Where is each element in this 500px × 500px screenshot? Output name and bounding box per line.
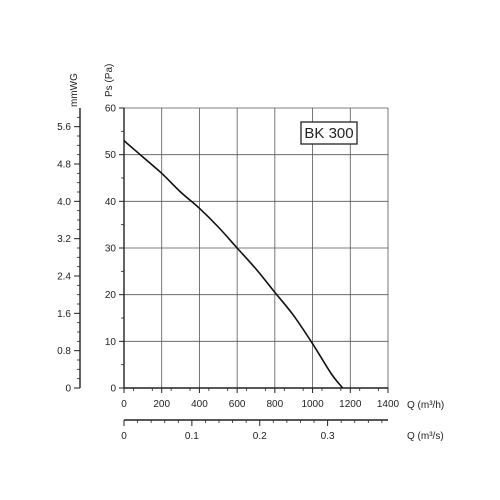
y-axis-title-mmwg: mmWG [69,73,80,107]
x-axis-title-m3h: Q (m³/h) [407,400,444,411]
series [123,140,344,389]
y-tick-label-mmwg: 0.8 [57,346,71,357]
y-tick-label-mmwg: 5.6 [57,122,71,133]
y-tick-label-ps: 30 [105,244,117,255]
x-tick-label-m3h: 1400 [377,399,400,410]
y-tick-label-ps: 40 [105,197,117,208]
y-tick-label-mmwg: 1.6 [57,309,71,320]
y-tick-label-mmwg: 4.0 [57,197,71,208]
y-tick-label-ps: 60 [105,104,117,115]
x-tick-label-m3s: 0.1 [185,431,199,442]
x-tick-label-m3h: 400 [191,399,208,410]
x-tick-label-m3s: 0 [121,431,127,442]
y-axis-title-ps: Ps (Pa) [104,64,115,97]
grid [123,107,389,389]
x-tick-label-m3h: 600 [229,399,246,410]
x-axis-title-m3s: Q (m³/s) [407,431,444,442]
x-tick-label-m3h: 200 [153,399,170,410]
x-tick-label-m3h: 1000 [301,399,324,410]
y-tick-label-mmwg: 0 [65,384,71,395]
y-tick-label-mmwg: 2.4 [57,272,71,283]
x-tick-label-m3s: 0.2 [253,431,267,442]
x-tick-label-m3h: 0 [121,399,127,410]
y-tick-label-ps: 50 [105,150,117,161]
y-tick-label-ps: 0 [110,384,116,395]
x-tick-label-m3h: 1200 [339,399,362,410]
y-tick-label-mmwg: 4.8 [57,160,71,171]
legend-box: BK 300 [300,121,358,145]
fan-curve-line [123,140,344,389]
y-tick-label-ps: 10 [105,337,117,348]
x-tick-label-m3h: 800 [267,399,284,410]
y-tick-label-ps: 20 [105,290,117,301]
y-tick-label-mmwg: 3.2 [57,234,71,245]
x-tick-label-m3s: 0.3 [321,431,335,442]
ticks: 0 200 400 600 800 1000 1200 1400010203040506000… [57,104,399,443]
legend-label: BK 300 [304,125,353,142]
